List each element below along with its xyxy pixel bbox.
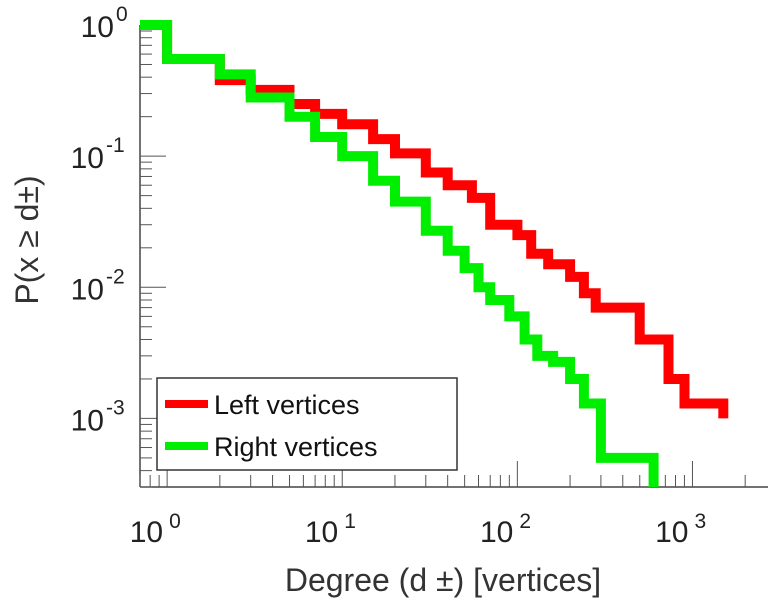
x-tick-label: 10 2 (480, 510, 531, 549)
series-line-left (140, 20, 729, 419)
x-tick-label: 10 0 (130, 510, 181, 549)
legend-label-right: Right vertices (214, 432, 378, 462)
x-tick-exponent: 3 (694, 510, 706, 533)
x-tick-base: 10 (305, 516, 338, 549)
x-tick-exponent: 0 (169, 510, 181, 533)
y-tick-label: 10 -3 (71, 396, 125, 437)
y-tick-base: 10 (71, 404, 104, 437)
plot-area (140, 20, 729, 487)
axes: 10 0 10 1 10 2 10 310 010 -110 -210 -3 (71, 3, 768, 549)
series-line-right (140, 20, 659, 487)
x-axis-label: Degree (d ±) [vertices] (285, 562, 601, 598)
legend: Left vertices Right vertices (156, 377, 458, 471)
x-tick-base: 10 (655, 516, 688, 549)
x-tick-exponent: 1 (344, 510, 356, 533)
y-tick-label: 10 -1 (71, 134, 125, 175)
y-axis-label: P(x ≥ d±) (9, 175, 45, 304)
x-tick-exponent: 2 (519, 510, 531, 533)
y-tick-base: 10 (71, 273, 104, 306)
x-tick-label: 10 1 (305, 510, 356, 549)
y-tick-label: 10 -2 (71, 265, 125, 306)
legend-label-left: Left vertices (214, 390, 360, 420)
y-tick-base: 10 (81, 11, 114, 44)
y-tick-exponent: -2 (106, 265, 125, 288)
y-tick-exponent: -3 (106, 396, 125, 419)
y-tick-exponent: 0 (116, 3, 128, 26)
y-tick-label: 10 0 (81, 3, 128, 44)
x-tick-base: 10 (480, 516, 513, 549)
y-tick-base: 10 (71, 142, 104, 175)
x-tick-label: 10 3 (655, 510, 706, 549)
y-tick-exponent: -1 (106, 134, 125, 157)
legend-box (156, 377, 458, 471)
x-tick-base: 10 (130, 516, 163, 549)
